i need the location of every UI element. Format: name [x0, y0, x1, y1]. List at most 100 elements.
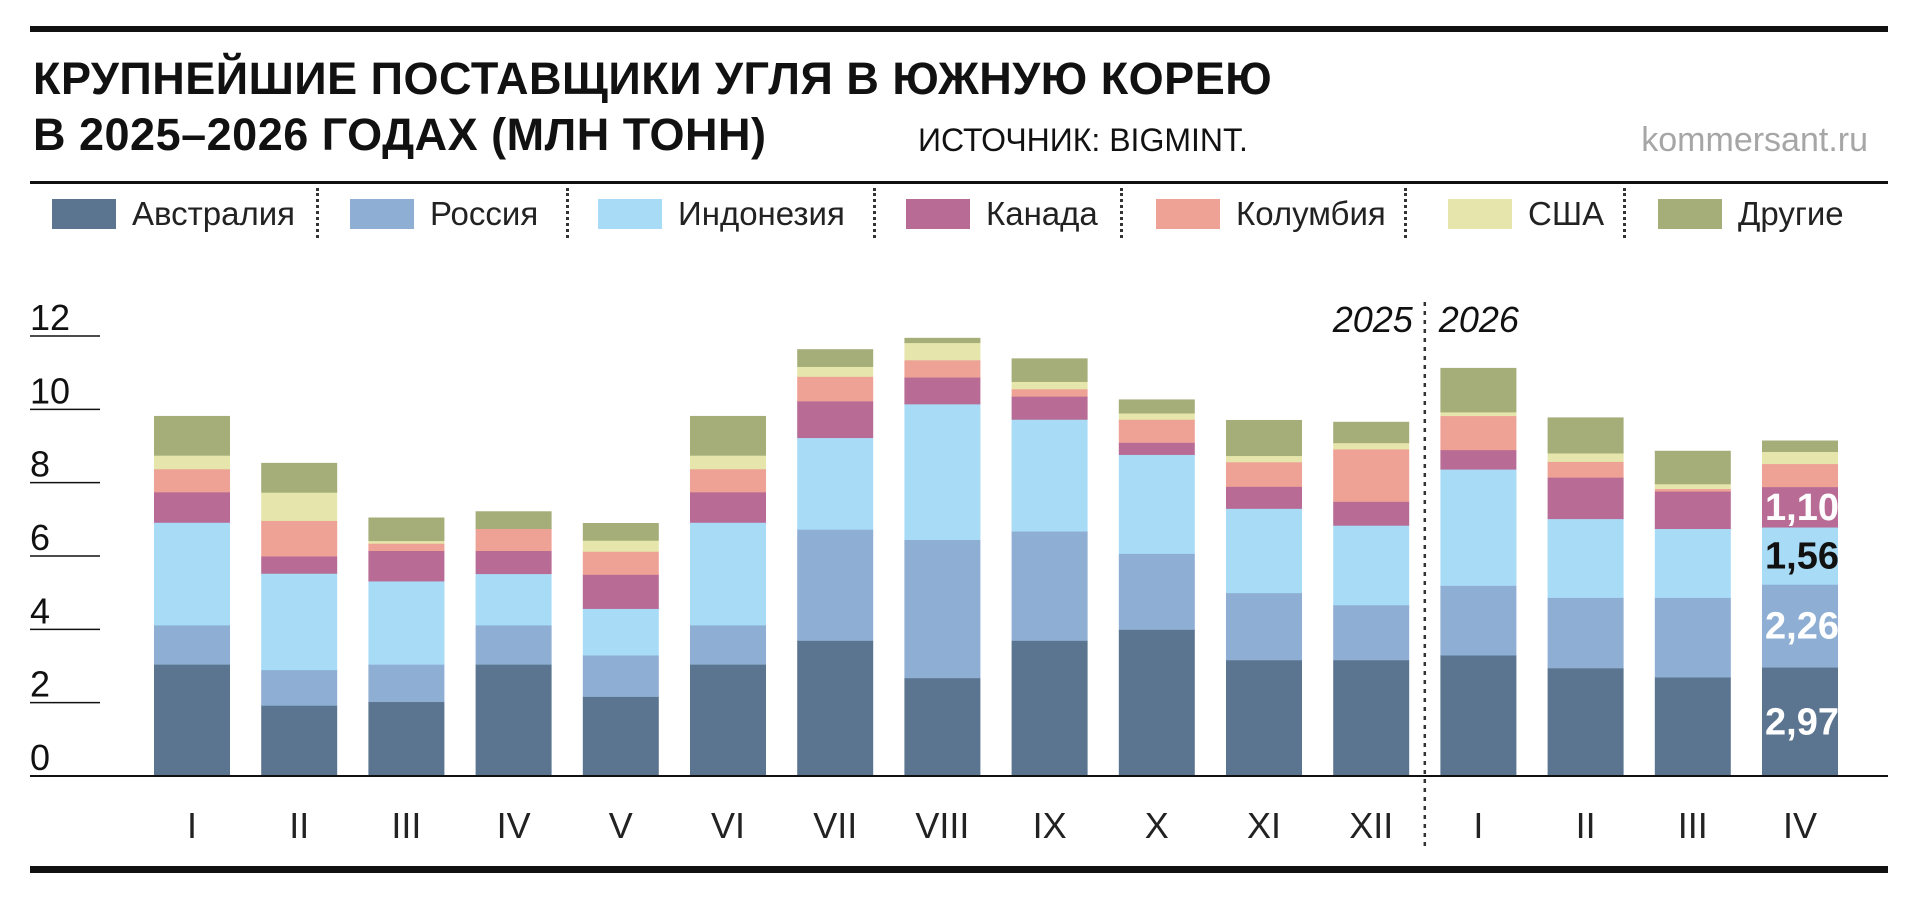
bar-segment — [1226, 508, 1302, 594]
bar-segment — [1440, 415, 1517, 451]
bar-segment — [1762, 584, 1838, 668]
legend-swatch — [350, 199, 414, 229]
bar-segment — [1654, 491, 1731, 529]
bar-segment — [1333, 421, 1410, 444]
bar-segment — [475, 550, 552, 575]
bar-segment — [1333, 604, 1410, 661]
bar-segment — [1118, 419, 1195, 443]
bar-segment — [690, 624, 766, 665]
x-tick-label: IV — [1783, 805, 1817, 846]
bar-segment — [1440, 411, 1517, 417]
legend-label: Австралия — [132, 195, 296, 232]
bar-segment — [797, 437, 874, 530]
chart-title-line-2: В 2025–2026 ГОДАХ (МЛН ТОНН) — [33, 109, 767, 160]
bar-segment — [261, 462, 338, 493]
bar-segment — [1654, 483, 1731, 490]
bar-segment — [1226, 455, 1302, 463]
bar-segment — [1440, 655, 1517, 777]
x-tick-label: II — [1576, 805, 1596, 846]
x-tick-label: III — [1678, 805, 1708, 846]
legend-swatch — [1448, 199, 1512, 229]
bar-segment — [261, 573, 338, 671]
bar-segment — [904, 359, 981, 378]
x-tick-label: I — [1473, 805, 1483, 846]
bar-segment — [1226, 419, 1302, 457]
legend-label: Индонезия — [678, 195, 845, 232]
bar-segment — [368, 664, 445, 703]
x-tick-label: II — [289, 805, 309, 846]
y-tick-label: 6 — [30, 517, 50, 558]
bar-segment — [690, 664, 766, 777]
bar-segment — [261, 556, 338, 574]
bar-segment — [1333, 448, 1410, 502]
legend-separator — [1623, 188, 1626, 238]
bar-segment — [690, 491, 766, 523]
x-tick-label: VIII — [915, 805, 969, 846]
x-tick-label: XI — [1247, 805, 1281, 846]
chart-legend: Австралия Россия Индонезия Канада Колумбия СШ… — [30, 184, 1888, 244]
legend-label: Колумбия — [1236, 195, 1386, 232]
bar-segment — [797, 376, 874, 402]
bar-segment — [1547, 461, 1624, 478]
bar-segment — [1762, 440, 1838, 452]
legend-label: Россия — [430, 195, 539, 232]
bar-segment — [582, 523, 659, 541]
data-label: 2,97 — [1765, 702, 1839, 744]
legend-label: Канада — [986, 195, 1098, 232]
bar-segment — [475, 664, 552, 777]
bar-segment — [1011, 419, 1088, 532]
top-rule — [30, 26, 1888, 32]
bar-segment — [582, 551, 659, 575]
y-tick-label: 2 — [30, 664, 50, 705]
bar-segment — [904, 337, 981, 344]
bar-segment — [1226, 659, 1302, 777]
legend-label: США — [1528, 195, 1605, 232]
bar-segment — [1547, 667, 1624, 777]
bar-segment — [1011, 381, 1088, 390]
legend-separator — [316, 188, 319, 238]
bar-segment — [1118, 553, 1195, 630]
bar-segment — [1333, 501, 1410, 526]
bar-segment — [582, 574, 659, 609]
bar-segment — [797, 366, 874, 377]
y-tick-label: 12 — [30, 297, 70, 338]
bar-segment — [1333, 442, 1410, 450]
bar-segment — [1011, 640, 1088, 777]
bar-segment — [1654, 528, 1731, 598]
bar-segment — [1011, 358, 1088, 382]
bar-segment — [904, 539, 981, 679]
bar-segment — [368, 550, 445, 582]
legend-item: США — [1448, 195, 1605, 232]
bar-segment — [904, 377, 981, 405]
bar-segment — [154, 664, 230, 777]
bar-segment — [1011, 388, 1088, 397]
x-tick-label: IX — [1033, 805, 1067, 846]
bar-segment — [368, 517, 445, 542]
bar-segment — [1654, 450, 1731, 485]
bar-segment — [261, 669, 338, 706]
bar-segment — [368, 543, 445, 551]
bar-segment — [1762, 667, 1838, 777]
y-tick-label: 10 — [30, 370, 70, 411]
bar-segment — [1654, 597, 1731, 678]
bar-segment — [1226, 486, 1302, 509]
bar-segment — [582, 696, 659, 777]
bar-segment — [797, 640, 874, 777]
y-tick-label: 8 — [30, 444, 50, 485]
year-label: 2026 — [1438, 299, 1520, 340]
bar-segment — [1440, 449, 1517, 470]
data-label: 1,56 — [1765, 536, 1839, 578]
bar-segment — [154, 455, 230, 470]
source-note: ИСТОЧНИК: BIGMINT. — [918, 122, 1248, 158]
site-credit: kommersant.ru — [1641, 121, 1868, 159]
bar-segment — [582, 608, 659, 656]
bar-segment — [475, 573, 552, 626]
bar-segment — [1118, 442, 1195, 455]
legend-item: Канада — [906, 195, 1098, 232]
legend-separator — [1120, 188, 1123, 238]
bar-segment — [1118, 413, 1195, 420]
bar-segment — [1654, 677, 1731, 777]
legend-item: Индонезия — [598, 195, 845, 232]
bar-segment — [261, 492, 338, 521]
